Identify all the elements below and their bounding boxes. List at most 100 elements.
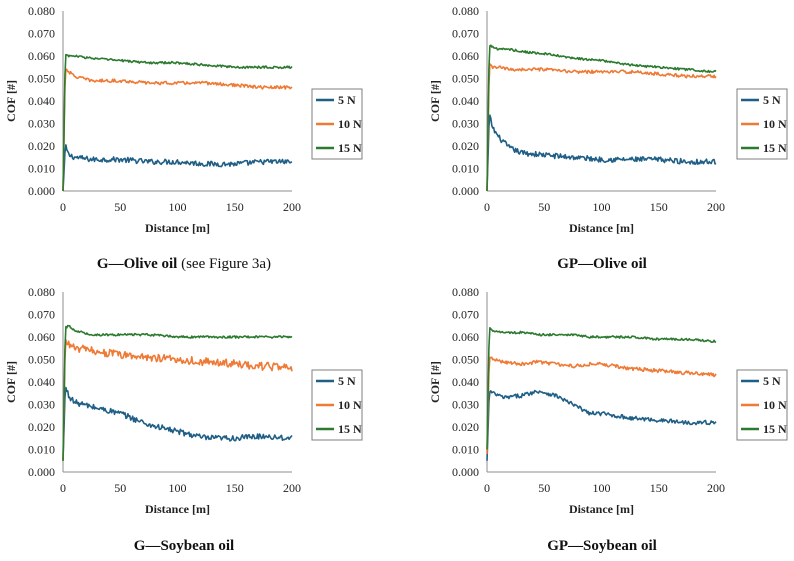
legend-label: 10 N — [763, 117, 787, 131]
y-tick-label: 0.000 — [452, 184, 479, 198]
caption-bold: GP—Olive oil — [557, 256, 647, 272]
x-tick-label: 200 — [707, 200, 725, 214]
caption-note: (see Figure 3a) — [177, 256, 272, 272]
caption-gp-soybean: GP—Soybean oil — [432, 538, 772, 555]
y-tick-label: 0.030 — [452, 398, 479, 412]
y-tick-label: 0.030 — [28, 398, 55, 412]
series-line — [62, 53, 293, 192]
x-tick-label: 0 — [60, 200, 66, 214]
x-tick-label: 0 — [60, 481, 66, 495]
y-tick-label: 0.040 — [452, 94, 479, 108]
y-tick-label: 0.020 — [452, 139, 479, 153]
y-tick-label: 0.010 — [452, 443, 479, 457]
y-tick-label: 0.050 — [452, 72, 479, 86]
series-line — [486, 114, 717, 192]
y-tick-label: 0.070 — [452, 27, 479, 41]
x-tick-label: 100 — [169, 481, 187, 495]
chart-panel: 0.000 0.010 0.020 0.030 0.040 0.050 0.060 0.070… — [428, 285, 788, 516]
legend: 5 N 10 N 15 N — [311, 88, 363, 160]
x-tick-label: 150 — [226, 481, 244, 495]
legend: 5 N 10 N 15 N — [736, 88, 788, 160]
y-tick-label: 0.010 — [28, 443, 55, 457]
y-tick-label: 0.060 — [28, 330, 55, 344]
y-tick-label: 0.040 — [28, 94, 55, 108]
legend-label: 15 N — [338, 141, 362, 155]
x-tick-label: 100 — [169, 200, 187, 214]
y-tick-label: 0.060 — [452, 49, 479, 63]
y-axis-title: COF [#] — [4, 361, 18, 403]
y-axis-title: COF [#] — [428, 80, 442, 122]
x-tick-label: 100 — [593, 481, 611, 495]
y-tick-label: 0.020 — [452, 420, 479, 434]
y-tick-label: 0.030 — [452, 117, 479, 131]
y-tick-label: 0.020 — [28, 139, 55, 153]
legend-label: 5 N — [338, 374, 356, 388]
caption-bold: G—Soybean oil — [133, 538, 235, 554]
y-tick-label: 0.010 — [28, 162, 55, 176]
x-axis-title: Distance [m] — [569, 221, 634, 235]
y-tick-label: 0.080 — [28, 4, 55, 18]
legend-label: 5 N — [763, 93, 781, 107]
y-axis-title: COF [#] — [428, 361, 442, 403]
x-tick-label: 50 — [538, 200, 550, 214]
legend-label: 10 N — [338, 117, 362, 131]
series-line — [486, 63, 717, 192]
y-tick-label: 0.070 — [28, 27, 55, 41]
y-tick-label: 0.000 — [28, 184, 55, 198]
x-axis-title: Distance [m] — [569, 502, 634, 516]
legend-label: 5 N — [338, 93, 356, 107]
series-line — [62, 144, 293, 192]
y-tick-label: 0.020 — [28, 420, 55, 434]
legend-label: 5 N — [763, 374, 781, 388]
x-tick-label: 150 — [650, 200, 668, 214]
y-tick-label: 0.080 — [452, 4, 479, 18]
x-axis-title: Distance [m] — [145, 221, 210, 235]
legend-label: 15 N — [338, 422, 362, 436]
y-tick-label: 0.000 — [452, 465, 479, 479]
x-tick-label: 50 — [114, 200, 126, 214]
y-tick-label: 0.040 — [452, 375, 479, 389]
series-line — [62, 338, 293, 461]
y-tick-label: 0.070 — [28, 308, 55, 322]
y-tick-label: 0.010 — [452, 162, 479, 176]
x-tick-label: 200 — [707, 481, 725, 495]
series-line — [486, 326, 717, 450]
y-tick-label: 0.060 — [452, 330, 479, 344]
caption-gp-olive: GP—Olive oil — [432, 256, 772, 273]
x-tick-label: 200 — [283, 481, 301, 495]
legend: 5 N 10 N 15 N — [311, 369, 363, 441]
y-tick-label: 0.030 — [28, 117, 55, 131]
x-axis-title: Distance [m] — [145, 502, 210, 516]
y-axis-title: COF [#] — [4, 80, 18, 122]
caption-g-olive: G—Olive oil (see Figure 3a) — [14, 256, 354, 273]
y-tick-label: 0.080 — [452, 285, 479, 299]
legend-label: 15 N — [763, 141, 787, 155]
y-tick-label: 0.070 — [452, 308, 479, 322]
x-tick-label: 200 — [283, 200, 301, 214]
legend-label: 10 N — [338, 398, 362, 412]
series-line — [62, 68, 293, 192]
y-tick-label: 0.050 — [28, 353, 55, 367]
chart-panel: 0.000 0.010 0.020 0.030 0.040 0.050 0.060 0.070… — [4, 4, 363, 235]
series-line — [486, 356, 717, 455]
series-line — [486, 44, 717, 192]
series-line — [486, 389, 717, 461]
x-tick-label: 150 — [650, 481, 668, 495]
series-line — [62, 386, 293, 461]
legend-label: 10 N — [763, 398, 787, 412]
chart-panel: 0.000 0.010 0.020 0.030 0.040 0.050 0.060 0.070… — [4, 285, 363, 516]
y-tick-label: 0.080 — [28, 285, 55, 299]
caption-bold: GP—Soybean oil — [547, 538, 657, 554]
x-tick-label: 150 — [226, 200, 244, 214]
series-line — [62, 324, 293, 461]
legend: 5 N 10 N 15 N — [736, 369, 788, 441]
y-tick-label: 0.040 — [28, 375, 55, 389]
caption-bold: G—Olive oil — [96, 256, 178, 272]
x-tick-label: 0 — [484, 481, 490, 495]
y-tick-label: 0.050 — [452, 353, 479, 367]
y-tick-label: 0.060 — [28, 49, 55, 63]
chart-panel: 0.000 0.010 0.020 0.030 0.040 0.050 0.060 0.070… — [428, 4, 788, 235]
x-tick-label: 0 — [484, 200, 490, 214]
legend-label: 15 N — [763, 422, 787, 436]
